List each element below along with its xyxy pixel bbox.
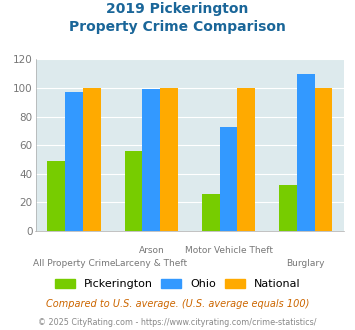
- Text: All Property Crime: All Property Crime: [33, 259, 115, 268]
- Bar: [202, 194, 220, 231]
- Bar: [48, 161, 65, 231]
- Legend: Pickerington, Ohio, National: Pickerington, Ohio, National: [50, 275, 305, 294]
- Bar: [160, 88, 178, 231]
- Bar: [125, 151, 142, 231]
- Bar: [237, 88, 255, 231]
- Bar: [279, 185, 297, 231]
- Bar: [297, 74, 315, 231]
- Text: 2019 Pickerington: 2019 Pickerington: [106, 2, 249, 16]
- Text: Compared to U.S. average. (U.S. average equals 100): Compared to U.S. average. (U.S. average …: [46, 299, 309, 309]
- Text: Motor Vehicle Theft: Motor Vehicle Theft: [185, 246, 273, 255]
- Text: Arson: Arson: [138, 246, 164, 255]
- Bar: [142, 89, 160, 231]
- Text: Burglary: Burglary: [286, 259, 325, 268]
- Bar: [65, 92, 83, 231]
- Bar: [220, 127, 237, 231]
- Bar: [83, 88, 101, 231]
- Text: © 2025 CityRating.com - https://www.cityrating.com/crime-statistics/: © 2025 CityRating.com - https://www.city…: [38, 318, 317, 327]
- Bar: [315, 88, 332, 231]
- Text: Property Crime Comparison: Property Crime Comparison: [69, 20, 286, 34]
- Text: Larceny & Theft: Larceny & Theft: [115, 259, 187, 268]
